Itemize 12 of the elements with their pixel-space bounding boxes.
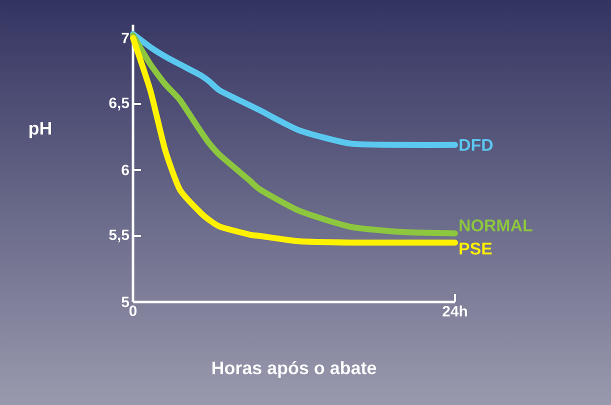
- x-tick-label: 24h: [442, 306, 467, 316]
- series-label: DFD: [460, 139, 493, 151]
- y-tick-label: 7: [122, 32, 129, 44]
- y-tick-label: 5,5: [109, 230, 130, 242]
- y-tick-label: 6: [122, 164, 129, 176]
- series-label: PSE: [460, 242, 492, 255]
- series-label: NORMAL: [460, 219, 532, 232]
- y-tick-label: 6,5: [109, 98, 130, 110]
- y-axis-title: pH: [29, 122, 52, 138]
- y-tick-label: 5: [122, 296, 130, 308]
- x-axis-title: Horas após o abate: [212, 360, 376, 378]
- x-tick-label: 0: [129, 306, 137, 316]
